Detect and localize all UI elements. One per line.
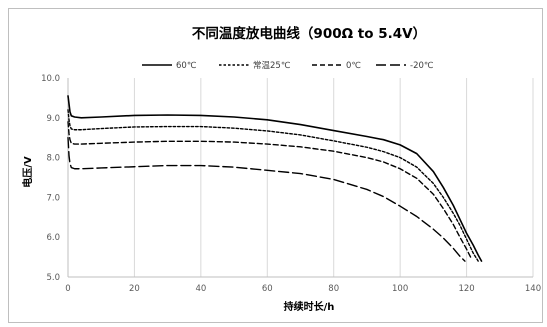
x-tick-label-6: 120	[458, 284, 474, 294]
x-tick-label-2: 40	[195, 284, 206, 294]
series-line-3	[67, 137, 466, 262]
chart-frame: 不同温度放电曲线（900Ω to 5.4V） 60℃ 常温25℃ 0℃ -20℃ 0 2…	[8, 8, 543, 323]
chart-title: 不同温度放电曲线（900Ω to 5.4V）	[192, 25, 426, 42]
y-tick-label-3: 8.0	[46, 154, 60, 164]
axes	[67, 78, 533, 278]
x-tick-label-1: 20	[129, 284, 140, 294]
x-tick-label-4: 80	[328, 284, 339, 294]
series-group	[67, 95, 483, 262]
y-tick-label-1: 6.0	[46, 233, 60, 243]
x-tick-label-7: 140	[525, 284, 541, 294]
x-tick-labels: 0 20 40 60 80 100 120 140	[65, 284, 541, 294]
y-tick-label-0: 5.0	[46, 273, 60, 283]
series-line-0	[67, 95, 483, 262]
y-tick-label-5: 10.0	[41, 74, 60, 84]
grid	[133, 78, 534, 277]
legend-label-1: 常温25℃	[253, 60, 291, 71]
x-tick-label-3: 60	[262, 284, 273, 294]
series-line-2	[67, 121, 473, 260]
x-axis-label: 持续时长/h	[284, 300, 335, 313]
legend-label-0: 60℃	[176, 61, 197, 71]
legend-label-2: 0℃	[346, 61, 361, 71]
legend: 60℃ 常温25℃ 0℃ -20℃	[142, 60, 434, 71]
x-tick-label-5: 100	[392, 284, 408, 294]
y-tick-labels: 5.0 6.0 7.0 8.0 9.0 10.0	[41, 74, 60, 283]
chart: 不同温度放电曲线（900Ω to 5.4V） 60℃ 常温25℃ 0℃ -20℃ 0 2…	[21, 25, 541, 313]
series-line-1	[67, 109, 479, 262]
y-tick-label-4: 9.0	[46, 114, 60, 124]
y-tick-label-2: 7.0	[46, 193, 60, 203]
legend-label-3: -20℃	[410, 61, 434, 71]
y-axis-label: 电压/V	[21, 156, 34, 188]
x-tick-label-0: 0	[65, 284, 70, 294]
